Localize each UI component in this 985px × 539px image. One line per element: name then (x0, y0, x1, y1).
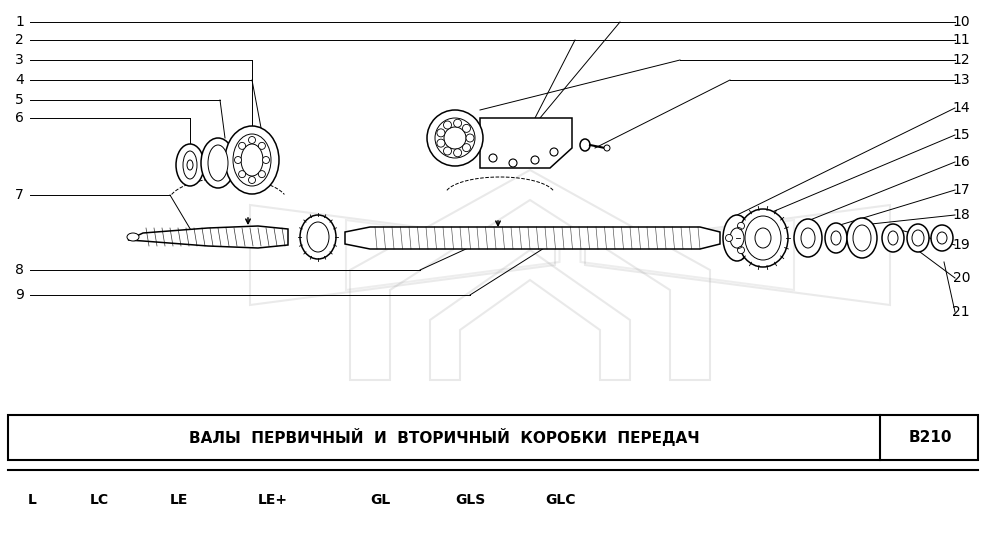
Ellipse shape (208, 145, 228, 181)
Circle shape (238, 171, 245, 178)
Ellipse shape (847, 218, 877, 258)
Text: 18: 18 (952, 208, 970, 222)
Ellipse shape (882, 224, 904, 252)
Text: 2: 2 (15, 33, 24, 47)
Circle shape (454, 149, 462, 157)
Text: GL: GL (370, 493, 390, 507)
Text: 17: 17 (952, 183, 970, 197)
Circle shape (738, 247, 745, 254)
Circle shape (463, 143, 471, 151)
Text: 7: 7 (15, 188, 24, 202)
Text: 19: 19 (952, 238, 970, 252)
Ellipse shape (307, 222, 329, 252)
Text: ВАЛЫ  ПЕРВИЧНЫЙ  И  ВТОРИЧНЫЙ  КОРОБКИ  ПЕРЕДАЧ: ВАЛЫ ПЕРВИЧНЫЙ И ВТОРИЧНЫЙ КОРОБКИ ПЕРЕД… (189, 429, 699, 446)
Circle shape (248, 136, 255, 143)
Circle shape (262, 156, 270, 163)
Ellipse shape (825, 223, 847, 253)
Ellipse shape (794, 219, 822, 257)
Ellipse shape (183, 151, 197, 179)
Text: 1: 1 (15, 15, 24, 29)
Ellipse shape (241, 144, 263, 176)
Circle shape (234, 156, 241, 163)
Text: 3: 3 (15, 53, 24, 67)
Ellipse shape (444, 127, 466, 149)
Circle shape (443, 121, 451, 129)
Ellipse shape (427, 110, 483, 166)
Ellipse shape (755, 228, 771, 248)
Circle shape (443, 147, 451, 155)
Circle shape (437, 139, 445, 147)
Circle shape (466, 134, 474, 142)
Text: 11: 11 (952, 33, 970, 47)
Text: GLS: GLS (455, 493, 486, 507)
Ellipse shape (730, 228, 744, 248)
Bar (8, 415, 978, 460)
Text: 6: 6 (15, 111, 24, 125)
Text: 16: 16 (952, 155, 970, 169)
Ellipse shape (801, 228, 815, 248)
Ellipse shape (912, 230, 924, 246)
Circle shape (258, 171, 265, 178)
Ellipse shape (907, 224, 929, 252)
Circle shape (463, 125, 471, 133)
Text: 13: 13 (952, 73, 970, 87)
Text: L: L (28, 493, 36, 507)
Ellipse shape (187, 160, 193, 170)
Ellipse shape (937, 232, 947, 244)
Ellipse shape (723, 215, 751, 261)
Ellipse shape (435, 118, 475, 158)
Text: 21: 21 (952, 305, 970, 319)
Ellipse shape (580, 139, 590, 151)
Ellipse shape (738, 209, 788, 267)
Circle shape (531, 156, 539, 164)
Polygon shape (480, 118, 572, 168)
Ellipse shape (233, 134, 271, 186)
Ellipse shape (604, 145, 610, 151)
Text: B210: B210 (908, 430, 952, 445)
Text: LE+: LE+ (258, 493, 288, 507)
Circle shape (489, 154, 497, 162)
Ellipse shape (931, 225, 953, 251)
Circle shape (550, 148, 558, 156)
Ellipse shape (745, 216, 781, 260)
Polygon shape (128, 226, 288, 248)
Text: LC: LC (90, 493, 109, 507)
Text: 4: 4 (15, 73, 24, 87)
Ellipse shape (853, 225, 871, 251)
Circle shape (248, 176, 255, 183)
Ellipse shape (300, 215, 336, 259)
Ellipse shape (225, 126, 279, 194)
Ellipse shape (176, 144, 204, 186)
Circle shape (738, 223, 745, 230)
Ellipse shape (831, 231, 841, 245)
Ellipse shape (888, 231, 898, 245)
Circle shape (509, 159, 517, 167)
Circle shape (437, 129, 445, 137)
Text: 12: 12 (952, 53, 970, 67)
Text: 9: 9 (15, 288, 24, 302)
Ellipse shape (201, 138, 235, 188)
Ellipse shape (127, 233, 139, 241)
Circle shape (726, 234, 733, 241)
Circle shape (238, 142, 245, 149)
Text: 10: 10 (952, 15, 970, 29)
Text: LE: LE (170, 493, 188, 507)
Text: GLC: GLC (545, 493, 575, 507)
Text: 5: 5 (15, 93, 24, 107)
Text: 15: 15 (952, 128, 970, 142)
Polygon shape (345, 227, 720, 249)
Text: 8: 8 (15, 263, 24, 277)
Circle shape (258, 142, 265, 149)
Text: 14: 14 (952, 101, 970, 115)
Text: 20: 20 (952, 271, 970, 285)
Circle shape (454, 119, 462, 127)
